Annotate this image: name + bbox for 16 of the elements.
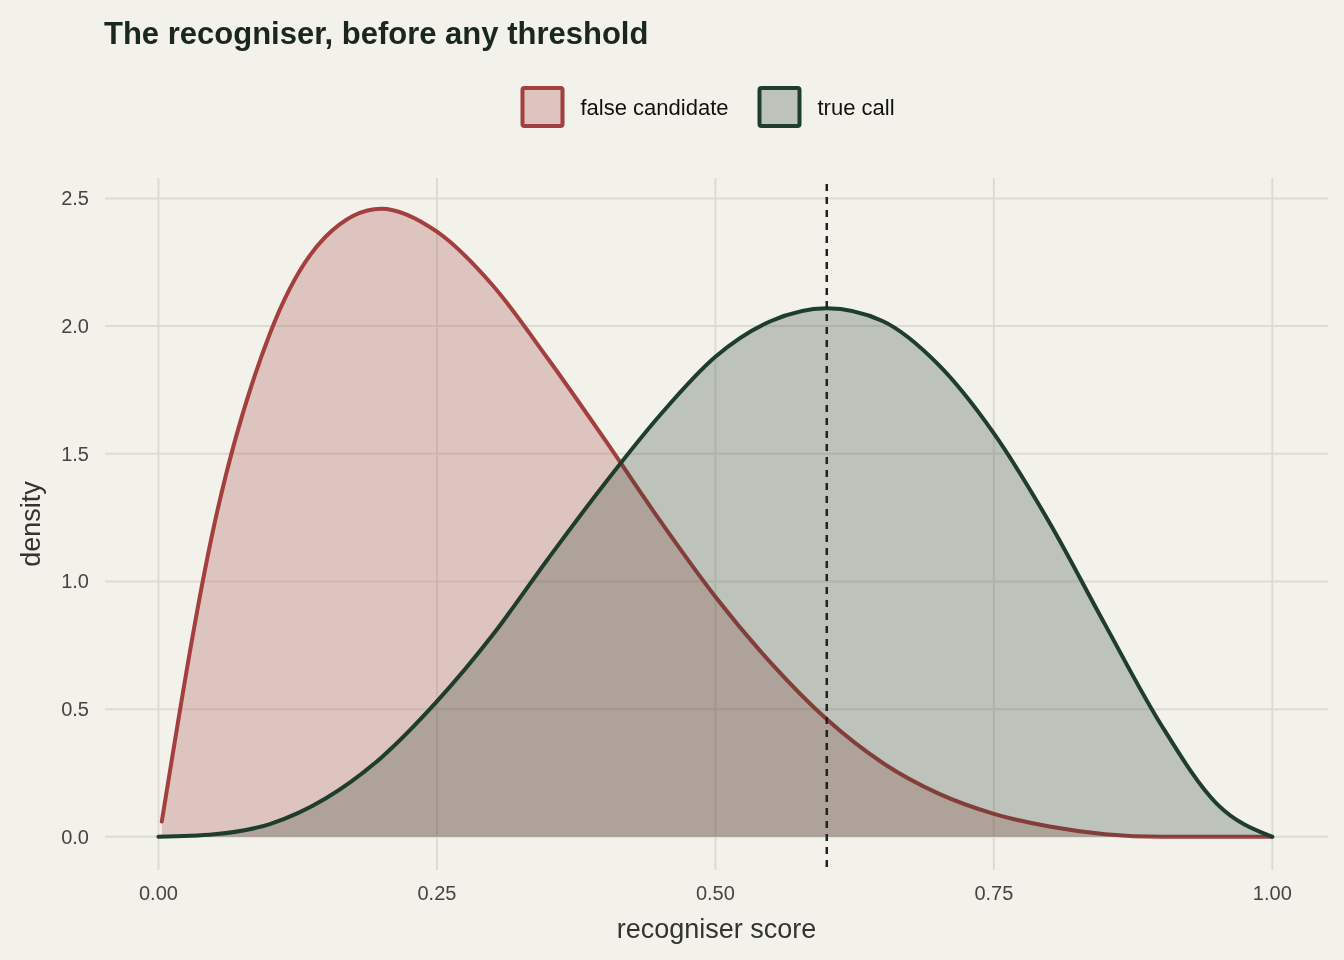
y-tick-label: 0.0 [61, 825, 89, 848]
y-tick-label: 2.5 [61, 187, 89, 210]
x-tick-label: 0.00 [139, 882, 178, 904]
x-tick-label: 0.25 [417, 882, 457, 904]
x-tick-label: 0.75 [974, 882, 1014, 904]
x-axis-title: recogniser score [616, 914, 817, 944]
legend-label: true call [817, 95, 895, 120]
y-axis-title: density [16, 480, 46, 567]
chart-title: The recogniser, before any threshold [104, 16, 649, 51]
y-tick-label: 1.0 [61, 570, 89, 593]
y-tick-label: 0.5 [61, 698, 89, 721]
legend-label: false candidate [580, 95, 729, 120]
y-tick-label: 1.5 [61, 442, 89, 465]
x-tick-label: 1.00 [1252, 882, 1292, 904]
x-tick-label: 0.50 [695, 882, 735, 904]
y-tick-label: 2.0 [61, 315, 89, 338]
